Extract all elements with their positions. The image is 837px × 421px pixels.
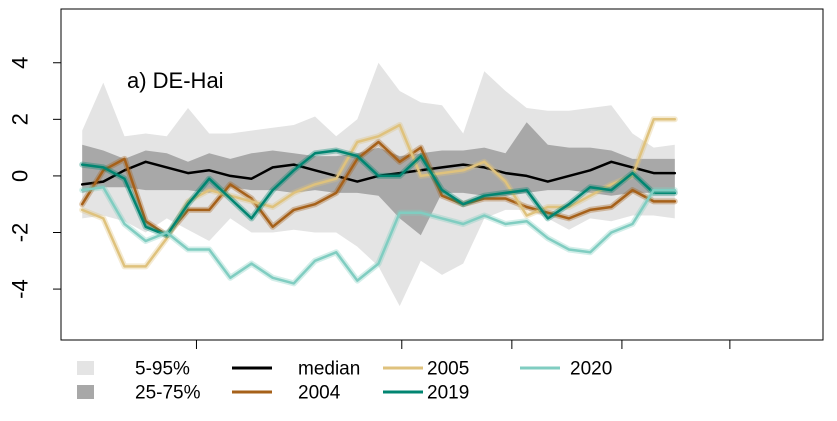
- y-tick-label: -2: [8, 223, 33, 243]
- y-tick-label: -4: [8, 279, 33, 299]
- y-axis: -4 -2 0 2 4: [8, 57, 61, 299]
- legend-label-25-75: 25-75%: [135, 383, 201, 404]
- legend-label-2005: 2005: [427, 359, 469, 380]
- series-line-2004: [80, 140, 677, 237]
- x-axis: [195, 340, 731, 349]
- legend-swatch-5-95: [77, 361, 94, 375]
- panel-label: a) DE-Hai: [127, 68, 224, 93]
- legend-label-2020: 2020: [570, 359, 612, 380]
- plot-frame: [60, 8, 824, 341]
- legend-swatch-25-75: [77, 385, 94, 399]
- series-line-2020: [80, 185, 677, 285]
- series-layer: [79, 116, 678, 287]
- y-tick-label: 4: [8, 57, 33, 69]
- legend-label-2019: 2019: [427, 383, 469, 404]
- series-line-2019: [80, 149, 677, 237]
- legend-label-5-95: 5-95%: [135, 359, 190, 380]
- legend: 5-95% 25-75% median 2004 2005 2019 2020: [77, 359, 612, 404]
- y-tick-label: 2: [8, 113, 33, 125]
- legend-label-2004: 2004: [298, 383, 341, 404]
- legend-label-median: median: [298, 359, 360, 380]
- y-tick-label: 0: [8, 170, 33, 182]
- band-layer: [82, 62, 675, 307]
- band-25-75: [82, 122, 675, 236]
